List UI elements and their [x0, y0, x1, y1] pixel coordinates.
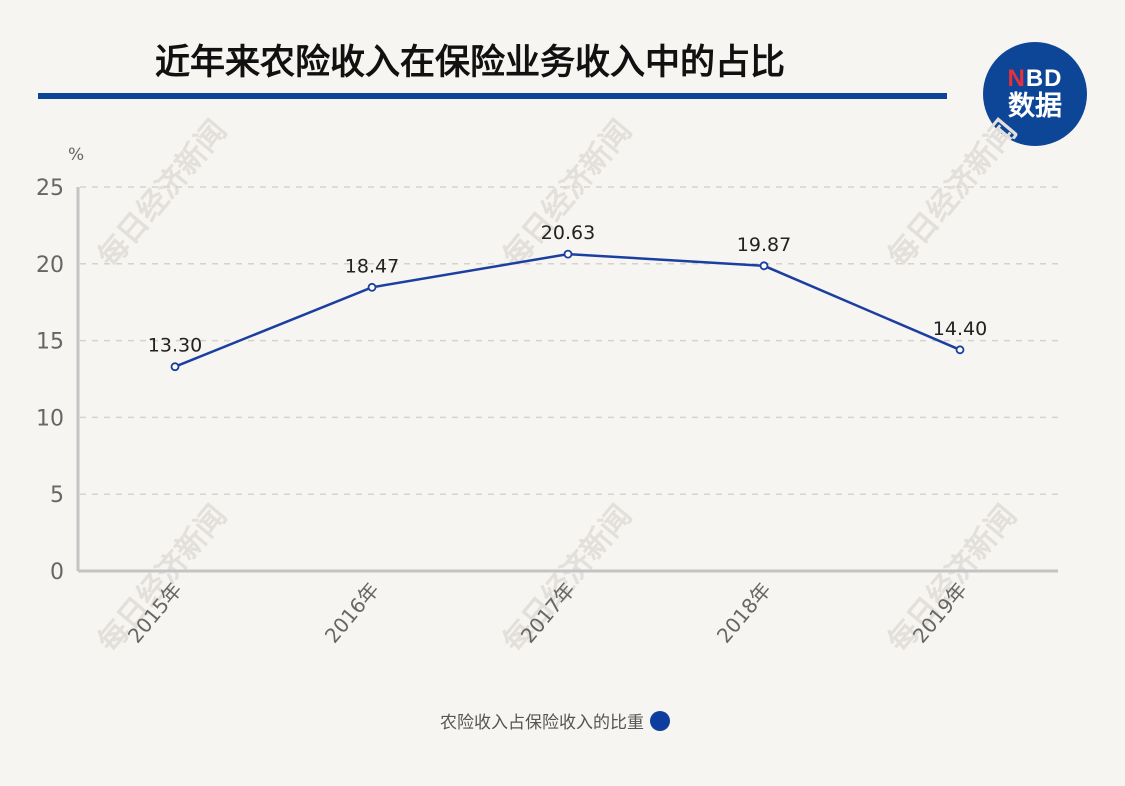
series-line — [174, 252, 961, 368]
data-point — [955, 345, 965, 355]
y-tick-label: 5 — [50, 483, 64, 508]
legend-label: 农险收入占保险收入的比重 — [440, 713, 644, 733]
watermark-text: 每日经济新闻 — [881, 114, 1024, 274]
data-point — [367, 282, 377, 292]
y-tick-label: 20 — [36, 253, 64, 278]
y-tick-label: 25 — [36, 176, 64, 201]
data-point — [170, 362, 180, 372]
data-labels: 13.30 18.47 20.63 19.87 14.40 — [148, 222, 987, 357]
data-label: 13.30 — [148, 335, 202, 357]
data-points — [170, 249, 965, 372]
data-label: 14.40 — [933, 318, 987, 340]
data-label: 18.47 — [345, 255, 399, 277]
data-label: 19.87 — [737, 234, 791, 256]
y-axis-unit: % — [68, 145, 84, 165]
logo-data-text: 数据 — [1008, 91, 1062, 122]
y-axis-ticks: 0 5 10 15 20 25 — [36, 176, 64, 585]
chart-title: 近年来农险收入在保险业务收入中的占比 — [155, 43, 786, 83]
logo-nbd-text: NBD — [1007, 65, 1063, 92]
data-label: 20.63 — [541, 222, 595, 244]
data-point — [563, 249, 573, 259]
y-tick-label: 10 — [36, 406, 64, 431]
legend: 农险收入占保险收入的比重 — [440, 708, 670, 733]
x-tick-label: 2018年 — [712, 578, 776, 648]
legend-dot-icon — [650, 710, 670, 731]
title-underline — [38, 93, 947, 99]
nbd-data-logo: NBD 数据 — [983, 42, 1087, 146]
x-tick-label: 2016年 — [320, 578, 384, 648]
watermark-text: 每日经济新闻 — [91, 114, 234, 274]
watermark-text: 每日经济新闻 — [91, 499, 234, 659]
y-tick-label: 0 — [50, 560, 64, 585]
data-point — [759, 261, 769, 271]
y-tick-label: 15 — [36, 330, 64, 355]
